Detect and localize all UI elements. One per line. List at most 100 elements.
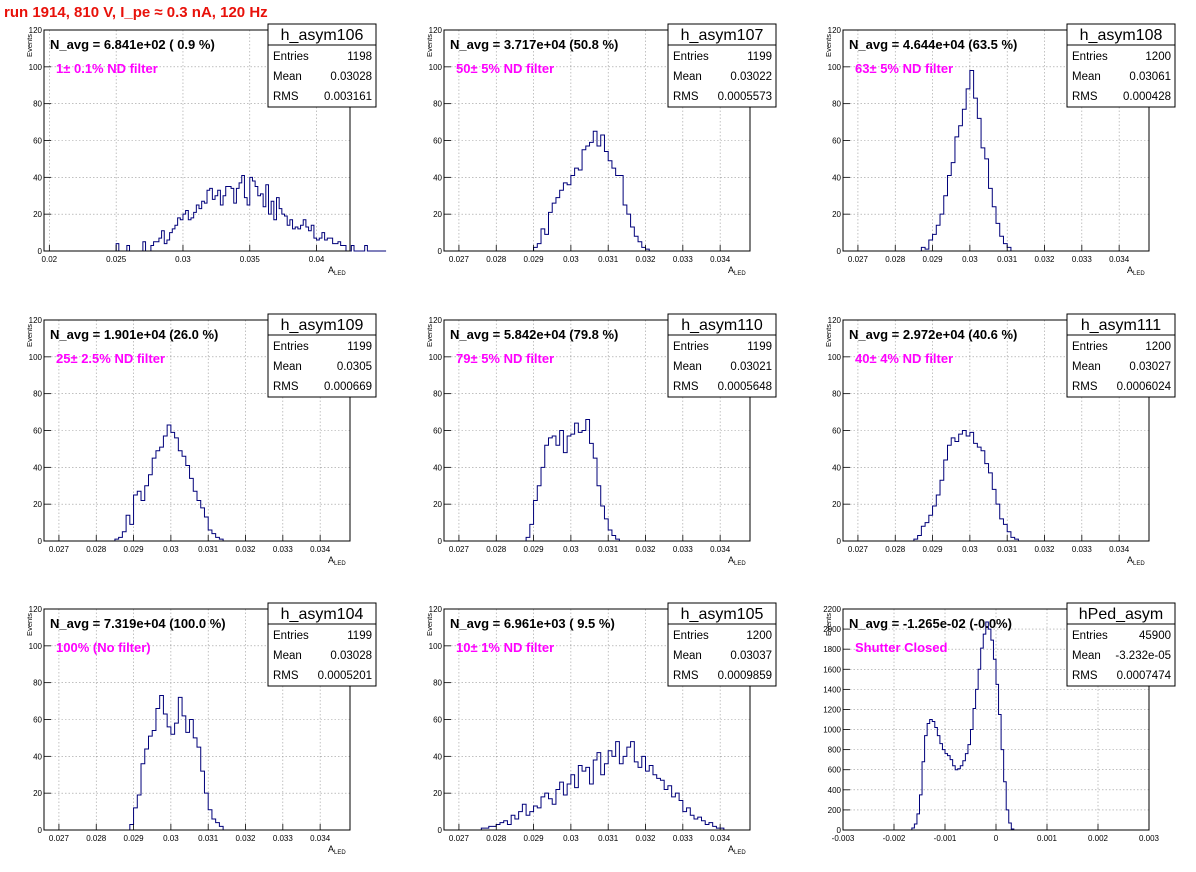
x-axis-label: ALED — [1127, 555, 1145, 567]
x-axis-label-subscript: LED — [734, 271, 746, 277]
stats-header: h_asym105 — [681, 606, 764, 623]
y-tick-label: 80 — [433, 679, 442, 688]
y-tick-label: 60 — [33, 427, 42, 436]
stats-key: Entries — [673, 630, 709, 642]
y-tick-label: 1200 — [823, 705, 841, 714]
stats-value: 0.03022 — [730, 71, 772, 83]
y-tick-label: 80 — [33, 100, 42, 109]
x-tick-label: 0.029 — [124, 834, 145, 843]
stats-header: hPed_asym — [1079, 606, 1164, 623]
x-tick-label: 0.03 — [563, 834, 579, 843]
stats-value: 0.0007474 — [1117, 670, 1172, 682]
y-tick-label: 80 — [832, 100, 841, 109]
stats-box — [667, 602, 777, 687]
x-axis-label-subscript: LED — [734, 850, 746, 856]
x-tick-label: 0.029 — [524, 545, 545, 554]
x-tick-label: 0.027 — [848, 255, 869, 264]
x-tick-label: -0.003 — [832, 834, 855, 843]
y-tick-label: 120 — [29, 26, 43, 35]
x-tick-label: 0.034 — [310, 834, 331, 843]
y-tick-label: 0 — [438, 826, 443, 835]
stats-key: Entries — [673, 341, 709, 353]
stats-value: 0.0305 — [337, 361, 372, 373]
stats-value: 0.0009859 — [718, 670, 772, 682]
stats-value: 1199 — [747, 341, 772, 353]
y-tick-label: 20 — [33, 210, 42, 219]
x-tick-label: 0.003 — [1139, 834, 1160, 843]
panel-h_asym106: 0.02 0.025 0.03 0.035 0.04 0 20 40 60 80 100 120Eve… — [25, 23, 387, 277]
stats-key: Mean — [1072, 650, 1101, 662]
stats-box — [1066, 23, 1176, 108]
x-tick-label: 0.029 — [923, 545, 944, 554]
x-axis-label: ALED — [728, 844, 746, 856]
x-axis-label: ALED — [728, 555, 746, 567]
y-tick-label: 100 — [828, 353, 842, 362]
y-tick-label: 40 — [33, 463, 42, 472]
y-tick-label: 2000 — [823, 625, 841, 634]
stats-value: 0.000669 — [324, 381, 372, 393]
stats-key: Mean — [673, 650, 702, 662]
filter-annotation: 50± 5% ND filter — [456, 61, 554, 76]
x-axis-label: ALED — [1127, 265, 1145, 277]
y-tick-label: 80 — [33, 390, 42, 399]
x-tick-label: 0.034 — [1109, 255, 1130, 264]
y-tick-label: 120 — [828, 26, 842, 35]
y-axis-label: Events — [25, 613, 34, 636]
histogram-series — [913, 430, 1019, 541]
histogram-series — [126, 695, 227, 831]
x-axis-label-subscript: LED — [1133, 271, 1145, 277]
stats-value: 0.003161 — [324, 91, 372, 103]
x-tick-label: 0.031 — [598, 834, 619, 843]
x-tick-label: 0.03 — [163, 545, 179, 554]
stats-value: 1200 — [746, 630, 772, 642]
x-tick-label: 0.027 — [848, 545, 869, 554]
x-tick-label: 0.001 — [1037, 834, 1058, 843]
x-tick-label: 0.028 — [486, 255, 507, 264]
y-tick-label: 1600 — [823, 665, 841, 674]
x-tick-label: 0.02 — [42, 255, 58, 264]
y-tick-label: 0 — [38, 537, 43, 546]
x-tick-label: 0.027 — [49, 545, 70, 554]
y-tick-label: 40 — [433, 173, 442, 182]
y-tick-label: 60 — [433, 716, 442, 725]
filter-annotation: 40± 4% ND filter — [855, 351, 953, 366]
x-tick-label: -0.001 — [934, 834, 957, 843]
x-tick-label: 0.03 — [563, 255, 579, 264]
y-axis-label: Events — [25, 324, 34, 347]
x-tick-label: 0.03 — [563, 545, 579, 554]
stats-header: h_asym109 — [281, 317, 364, 334]
y-tick-label: 120 — [29, 316, 43, 325]
n-avg-label: N_avg = 1.901e+04 (26.0 %) — [50, 327, 218, 342]
y-tick-label: 2200 — [823, 605, 841, 614]
stats-value: 1200 — [1145, 51, 1171, 63]
filter-annotation: 10± 1% ND filter — [456, 640, 554, 655]
y-tick-label: 60 — [433, 427, 442, 436]
y-tick-label: 100 — [429, 63, 443, 72]
x-tick-label: 0.03 — [175, 255, 191, 264]
n-avg-label: N_avg = 6.841e+02 ( 0.9 %) — [50, 37, 215, 52]
histogram-series — [525, 418, 624, 542]
page-title: run 1914, 810 V, I_pe ≈ 0.3 nA, 120 Hz — [4, 4, 268, 21]
stats-key: RMS — [273, 91, 299, 103]
y-tick-label: 40 — [33, 752, 42, 761]
stats-value: 1199 — [747, 51, 772, 63]
x-axis-label: ALED — [328, 555, 346, 567]
x-tick-label: 0.033 — [673, 545, 694, 554]
x-tick-label: 0.031 — [198, 834, 219, 843]
panel-h_asym107: 0.027 0.028 0.029 0.03 0.031 0.032 0.033 0.034 0… — [425, 23, 777, 277]
y-tick-label: 40 — [832, 463, 841, 472]
filter-annotation: Shutter Closed — [855, 640, 948, 655]
y-tick-label: 20 — [33, 500, 42, 509]
x-tick-label: 0.034 — [1109, 545, 1130, 554]
histogram-series — [911, 621, 1015, 830]
stats-key: RMS — [273, 381, 299, 393]
x-tick-label: 0.031 — [198, 545, 219, 554]
stats-value: 0.03061 — [1129, 71, 1171, 83]
x-tick-label: 0.031 — [997, 255, 1018, 264]
y-tick-label: 600 — [828, 766, 842, 775]
y-tick-label: 20 — [832, 500, 841, 509]
stats-header: h_asym104 — [281, 606, 364, 623]
y-tick-label: 80 — [433, 390, 442, 399]
stats-value: 0.0005648 — [718, 381, 772, 393]
n-avg-label: N_avg = -1.265e-02 (-0.0%) — [849, 616, 1012, 631]
